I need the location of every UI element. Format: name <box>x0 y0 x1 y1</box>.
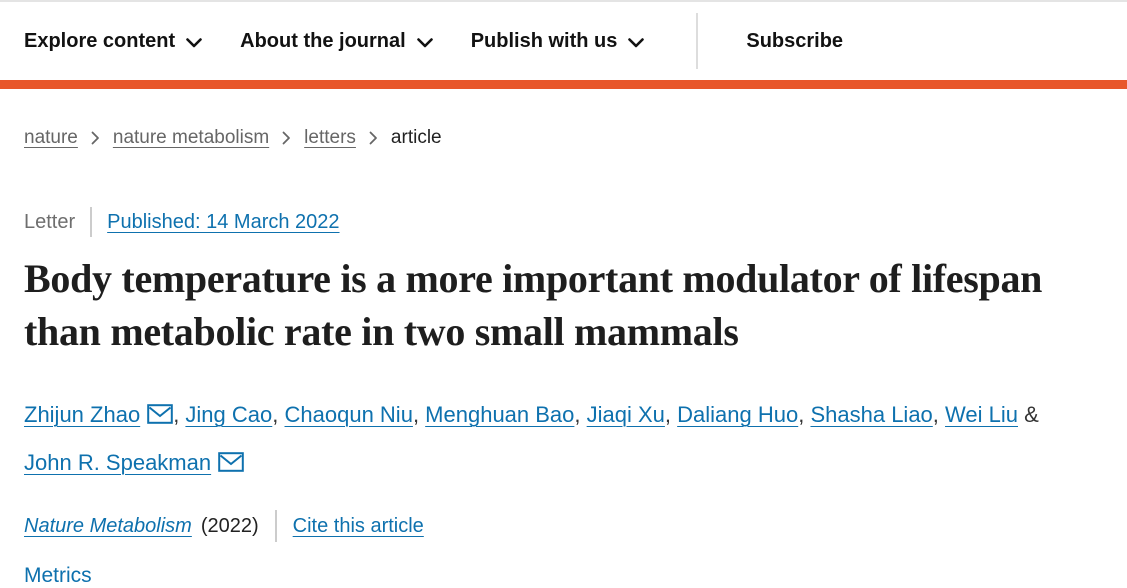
nav-item-subscribe[interactable]: Subscribe <box>746 30 843 53</box>
breadcrumb: nature nature metabolism letters article <box>24 126 1103 150</box>
citation-divider <box>274 510 277 542</box>
brand-accent-bar <box>0 80 1127 89</box>
published-date-link[interactable]: Published: 14 March 2022 <box>107 211 340 233</box>
nav-item-about-the-journal[interactable]: About the journal <box>240 30 433 53</box>
author-separator-ampersand: & <box>1018 402 1039 427</box>
author-link-daliang-huo[interactable]: Daliang Huo <box>677 402 799 427</box>
authors-list: Zhijun Zhao, Jing Cao, Chaoqun Niu, Meng… <box>24 391 1103 487</box>
breadcrumb-link-nature[interactable]: nature <box>24 127 78 148</box>
metrics-link[interactable]: Metrics <box>24 564 92 587</box>
author-separator: , <box>173 402 186 427</box>
author-link-menghuan-bao[interactable]: Menghuan Bao <box>425 402 575 427</box>
nav-item-label: About the journal <box>240 29 406 52</box>
author-separator: , <box>932 402 946 427</box>
nav-item-label: Publish with us <box>470 29 618 52</box>
chevron-down-icon <box>628 37 645 47</box>
article-title: Body temperature is a more important mod… <box>24 256 1043 354</box>
author-link-john-r-speakman[interactable]: John R. Speakman <box>24 450 212 475</box>
author-link-jing-cao[interactable]: Jing Cao <box>185 402 273 427</box>
author-link-shasha-liao[interactable]: Shasha Liao <box>810 402 933 427</box>
top-hairline <box>0 0 1127 2</box>
chevron-right-icon <box>91 131 99 145</box>
author-separator: , <box>664 402 678 427</box>
author-separator: , <box>798 402 811 427</box>
author-separator: , <box>272 402 285 427</box>
main-nav: Explore content About the journal Publis… <box>0 2 1127 80</box>
nav-item-label: Explore content <box>24 29 176 52</box>
chevron-right-icon <box>282 131 291 145</box>
nav-divider <box>696 13 699 69</box>
cite-this-article-link[interactable]: Cite this article <box>292 515 424 537</box>
nav-item-explore-content[interactable]: Explore content <box>24 30 202 53</box>
nav-item-publish-with-us[interactable]: Publish with us <box>471 30 645 53</box>
journal-name-link[interactable]: Nature Metabolism <box>24 515 192 537</box>
breadcrumb-current-article: article <box>390 127 442 148</box>
article-type-label: Letter <box>24 211 76 233</box>
author-link-wei-liu[interactable]: Wei Liu <box>945 402 1018 427</box>
author-separator: , <box>574 402 587 427</box>
journal-year: (2022) <box>200 515 259 537</box>
meta-divider <box>90 207 93 237</box>
chevron-down-icon <box>416 37 433 47</box>
breadcrumb-link-letters[interactable]: letters <box>304 127 356 148</box>
article-meta-row: Letter Published: 14 March 2022 <box>24 207 1103 237</box>
nav-item-label: Subscribe <box>746 29 844 52</box>
journal-citation-row: Nature Metabolism (2022) Cite this artic… <box>24 510 1103 542</box>
envelope-icon[interactable] <box>218 452 244 472</box>
chevron-down-icon <box>186 37 202 47</box>
author-link-zhijun-zhao[interactable]: Zhijun Zhao <box>24 402 141 427</box>
breadcrumb-link-nature-metabolism[interactable]: nature metabolism <box>112 127 270 148</box>
author-link-jiaqi-xu[interactable]: Jiaqi Xu <box>586 402 665 427</box>
article-header: nature nature metabolism letters article… <box>0 126 1127 588</box>
author-separator: , <box>412 402 426 427</box>
chevron-right-icon <box>369 131 377 145</box>
author-link-chaoqun-niu[interactable]: Chaoqun Niu <box>284 402 413 427</box>
envelope-icon[interactable] <box>147 404 173 424</box>
